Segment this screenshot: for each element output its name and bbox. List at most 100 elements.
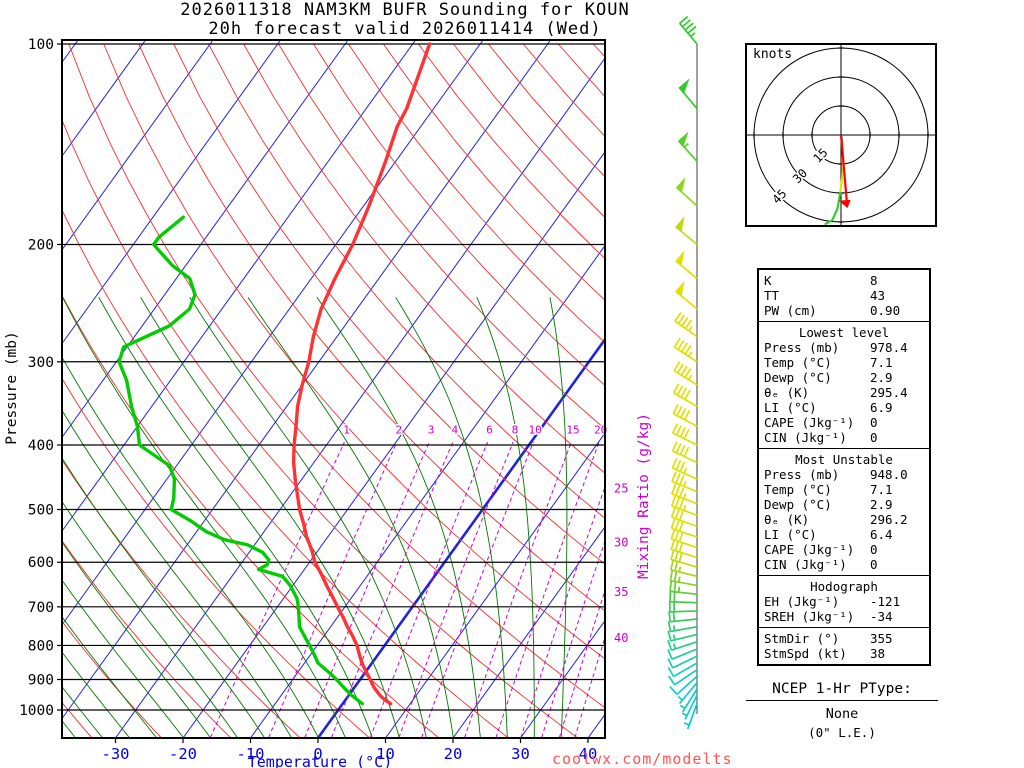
stat-row: CAPE (Jkg⁻¹) 0	[764, 542, 924, 557]
stat-value: -34	[870, 609, 893, 624]
stat-label: PW (cm)	[764, 303, 817, 318]
stat-label: θₑ (K)	[764, 385, 810, 400]
wind-barb	[668, 669, 698, 686]
ptype-block: NCEP 1-Hr PType: None (0" L.E.)	[746, 681, 938, 740]
stats-section: StmDir (°) 355 StmSpd (kt) 38	[759, 627, 929, 664]
stats-section: Most Unstable Press (mb) 948.0 Temp (°C) 7.1…	[759, 448, 929, 575]
svg-text:600: 600	[28, 555, 54, 571]
hodograph-units-label: knots	[753, 47, 793, 62]
svg-text:25: 25	[614, 482, 628, 496]
wind-barb	[667, 620, 698, 633]
pressure-gridlines	[62, 43, 605, 711]
stat-row: θₑ (K) 296.2	[764, 512, 924, 527]
svg-text:900: 900	[28, 673, 54, 689]
wind-barb	[667, 648, 698, 660]
stat-label: K	[764, 273, 772, 288]
stat-label: CIN (Jkg⁻¹)	[764, 557, 847, 572]
wind-barb-column	[667, 15, 698, 730]
wind-barb	[675, 216, 698, 246]
stats-section: Hodograph EH (Jkg⁻¹) -121 SREH (Jkg⁻¹) -34	[759, 575, 929, 627]
chart-title-block: 2026011318 NAM3KM BUFR Sounding for KOUN…	[60, 1, 750, 39]
svg-text:30: 30	[614, 535, 628, 549]
stat-value: 7.1	[870, 482, 893, 497]
wind-barb	[667, 662, 698, 678]
wind-barb	[673, 337, 698, 363]
mixing-ratio-lines	[209, 441, 605, 738]
stat-value: 978.4	[870, 340, 908, 355]
axis-ticks	[57, 43, 589, 743]
stats-section: Lowest level Press (mb) 978.4 Temp (°C) 7.1 D…	[759, 321, 929, 448]
stat-row: θₑ (K) 295.4	[764, 385, 924, 400]
svg-text:-20: -20	[169, 745, 197, 763]
wind-barb	[671, 471, 698, 493]
temperature-trace	[291, 42, 432, 706]
stat-label: Dewp (°C)	[764, 370, 832, 385]
svg-text:40: 40	[579, 745, 598, 763]
ptype-liquid-equivalent: (0" L.E.)	[808, 725, 876, 740]
stat-value: 0	[870, 542, 878, 557]
wind-barb	[677, 131, 698, 162]
wind-barb	[679, 688, 698, 713]
wind-barb	[669, 559, 698, 578]
stat-value: 6.9	[870, 400, 893, 415]
stat-label: EH (Jkg⁻¹)	[764, 594, 840, 609]
stat-label: Press (mb)	[764, 467, 840, 482]
wind-barb	[670, 483, 698, 505]
stat-value: 0.90	[870, 303, 901, 318]
svg-text:4: 4	[451, 424, 458, 437]
stat-value: 355	[870, 631, 893, 646]
stat-label: SREH (Jkg⁻¹)	[764, 609, 855, 624]
stat-label: θₑ (K)	[764, 512, 810, 527]
stats-section-header: Lowest level	[798, 325, 890, 340]
wind-barb	[678, 15, 698, 45]
wind-barb	[667, 630, 698, 642]
wind-barb	[670, 518, 698, 538]
ptype-title: NCEP 1-Hr PType:	[746, 681, 938, 701]
moist-adiabats	[62, 296, 568, 738]
stat-value: 296.2	[870, 512, 908, 527]
stat-row: SREH (Jkg⁻¹) -34	[764, 609, 924, 624]
stat-value: 2.9	[870, 370, 893, 385]
stat-row: Press (mb) 948.0	[764, 467, 924, 482]
stat-row: Press (mb) 978.4	[764, 340, 924, 355]
stat-row: CIN (Jkg⁻¹) 0	[764, 430, 924, 445]
plot-border	[61, 39, 606, 739]
svg-text:0: 0	[313, 745, 322, 763]
stat-value: 7.1	[870, 355, 893, 370]
wind-barb	[675, 280, 698, 310]
stat-label: LI (°C)	[764, 400, 817, 415]
svg-text:700: 700	[28, 600, 54, 616]
storm-motion-arrowhead	[838, 199, 851, 209]
chart-subtitle: 20h forecast valid 2026011414 (Wed)	[208, 19, 602, 39]
wind-barb	[670, 549, 698, 568]
svg-text:3: 3	[428, 424, 435, 437]
pressure-axis-title: Pressure (mb)	[4, 331, 20, 445]
storm-motion-vector	[839, 134, 848, 202]
svg-text:-30: -30	[102, 745, 130, 763]
svg-text:800: 800	[28, 638, 54, 654]
stat-row: TT 43	[764, 288, 924, 303]
stat-value: 6.4	[870, 527, 893, 542]
stat-label: StmDir (°)	[764, 631, 840, 646]
ptype-value: None	[825, 706, 859, 722]
svg-text:10: 10	[376, 745, 395, 763]
wind-barb	[667, 639, 698, 651]
dewpoint-trace	[117, 215, 364, 706]
stat-value: 8	[870, 273, 878, 288]
svg-text:20: 20	[444, 745, 463, 763]
stats-panel: K 8 TT 43 PW (cm) 0.90 Lowest level Press (mb) 9…	[757, 268, 931, 666]
stat-label: StmSpd (kt)	[764, 646, 847, 661]
wind-barb	[670, 539, 698, 559]
wind-barb	[675, 177, 698, 207]
watermark-link[interactable]: coolwx.com/modelts	[552, 750, 733, 768]
stats-section-header: Most Unstable	[795, 452, 893, 467]
svg-text:300: 300	[28, 355, 54, 371]
wind-barb	[674, 312, 698, 338]
stat-row: EH (Jkg⁻¹) -121	[764, 594, 924, 609]
wind-barb	[672, 383, 698, 408]
wind-barb	[668, 610, 698, 623]
stat-row: Temp (°C) 7.1	[764, 355, 924, 370]
stat-row: Temp (°C) 7.1	[764, 482, 924, 497]
